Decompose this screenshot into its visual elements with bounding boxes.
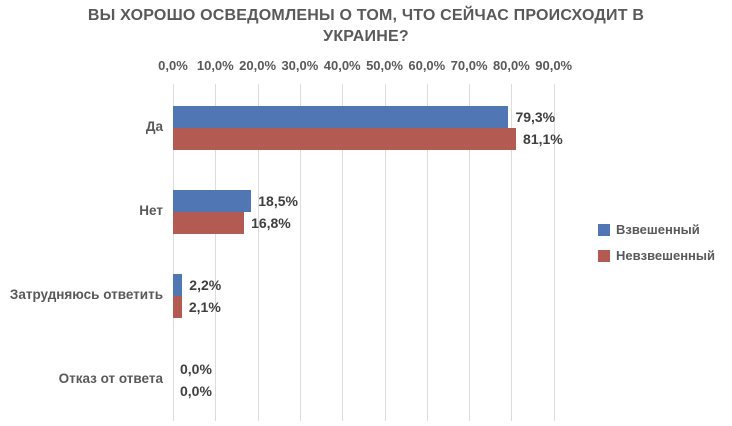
chart-title: ВЫ ХОРОШО ОСВЕДОМЛЕНЫ О ТОМ, ЧТО СЕЙЧАС … [87, 7, 645, 45]
bar-weighted [173, 106, 509, 128]
value-label: 0,0% [180, 383, 212, 399]
value-label: 2,1% [188, 299, 221, 315]
x-axis-tick-label: 0,0% [158, 58, 188, 73]
bar-weighted [173, 274, 183, 296]
gridline [384, 84, 386, 421]
x-axis-tick-label: 50,0% [366, 58, 403, 73]
gridline [469, 84, 471, 421]
x-axis-tick-label: 20,0% [239, 58, 277, 73]
legend: Взвешенный Невзвешенный [598, 222, 715, 263]
category-label: Затрудняюсь ответить [9, 286, 163, 302]
bar-unweighted [173, 296, 182, 318]
x-axis-tick-label: 30,0% [281, 58, 319, 73]
legend-label: Невзвешенный [616, 248, 715, 263]
gridline [173, 84, 174, 421]
value-label: 81,1% [523, 131, 563, 147]
gridline [257, 84, 259, 421]
legend-label: Взвешенный [616, 222, 700, 237]
value-label: 16,8% [251, 215, 291, 231]
gridline [342, 84, 344, 421]
value-label: 0,0% [180, 361, 212, 377]
bar-weighted [173, 190, 252, 212]
category-label: Да [145, 118, 163, 134]
legend-item: Невзвешенный [598, 248, 715, 263]
value-label: 79,3% [515, 109, 556, 125]
category-label: Отказ от ответа [58, 370, 163, 386]
gridline [426, 84, 428, 421]
x-axis-tick-label: 60,0% [408, 58, 446, 73]
category-label: Нет [139, 202, 163, 218]
x-axis-tick-label: 40,0% [323, 58, 361, 73]
x-axis-tick-label: 70,0% [450, 58, 488, 73]
x-axis-tick-label: 90,0% [535, 58, 573, 73]
gridline [511, 84, 513, 421]
x-axis-tick-label: 10,0% [196, 58, 234, 73]
x-axis-tick-label: 80,0% [492, 58, 530, 73]
bar-unweighted [173, 212, 245, 234]
value-label: 2,2% [189, 277, 222, 293]
bar-unweighted [173, 128, 517, 150]
gridline [215, 84, 217, 421]
legend-item: Взвешенный [598, 222, 715, 237]
value-label: 18,5% [258, 193, 298, 209]
legend-swatch-icon [598, 249, 610, 262]
legend-swatch-icon [598, 223, 610, 236]
gridline [553, 84, 555, 421]
gridline [299, 84, 301, 421]
